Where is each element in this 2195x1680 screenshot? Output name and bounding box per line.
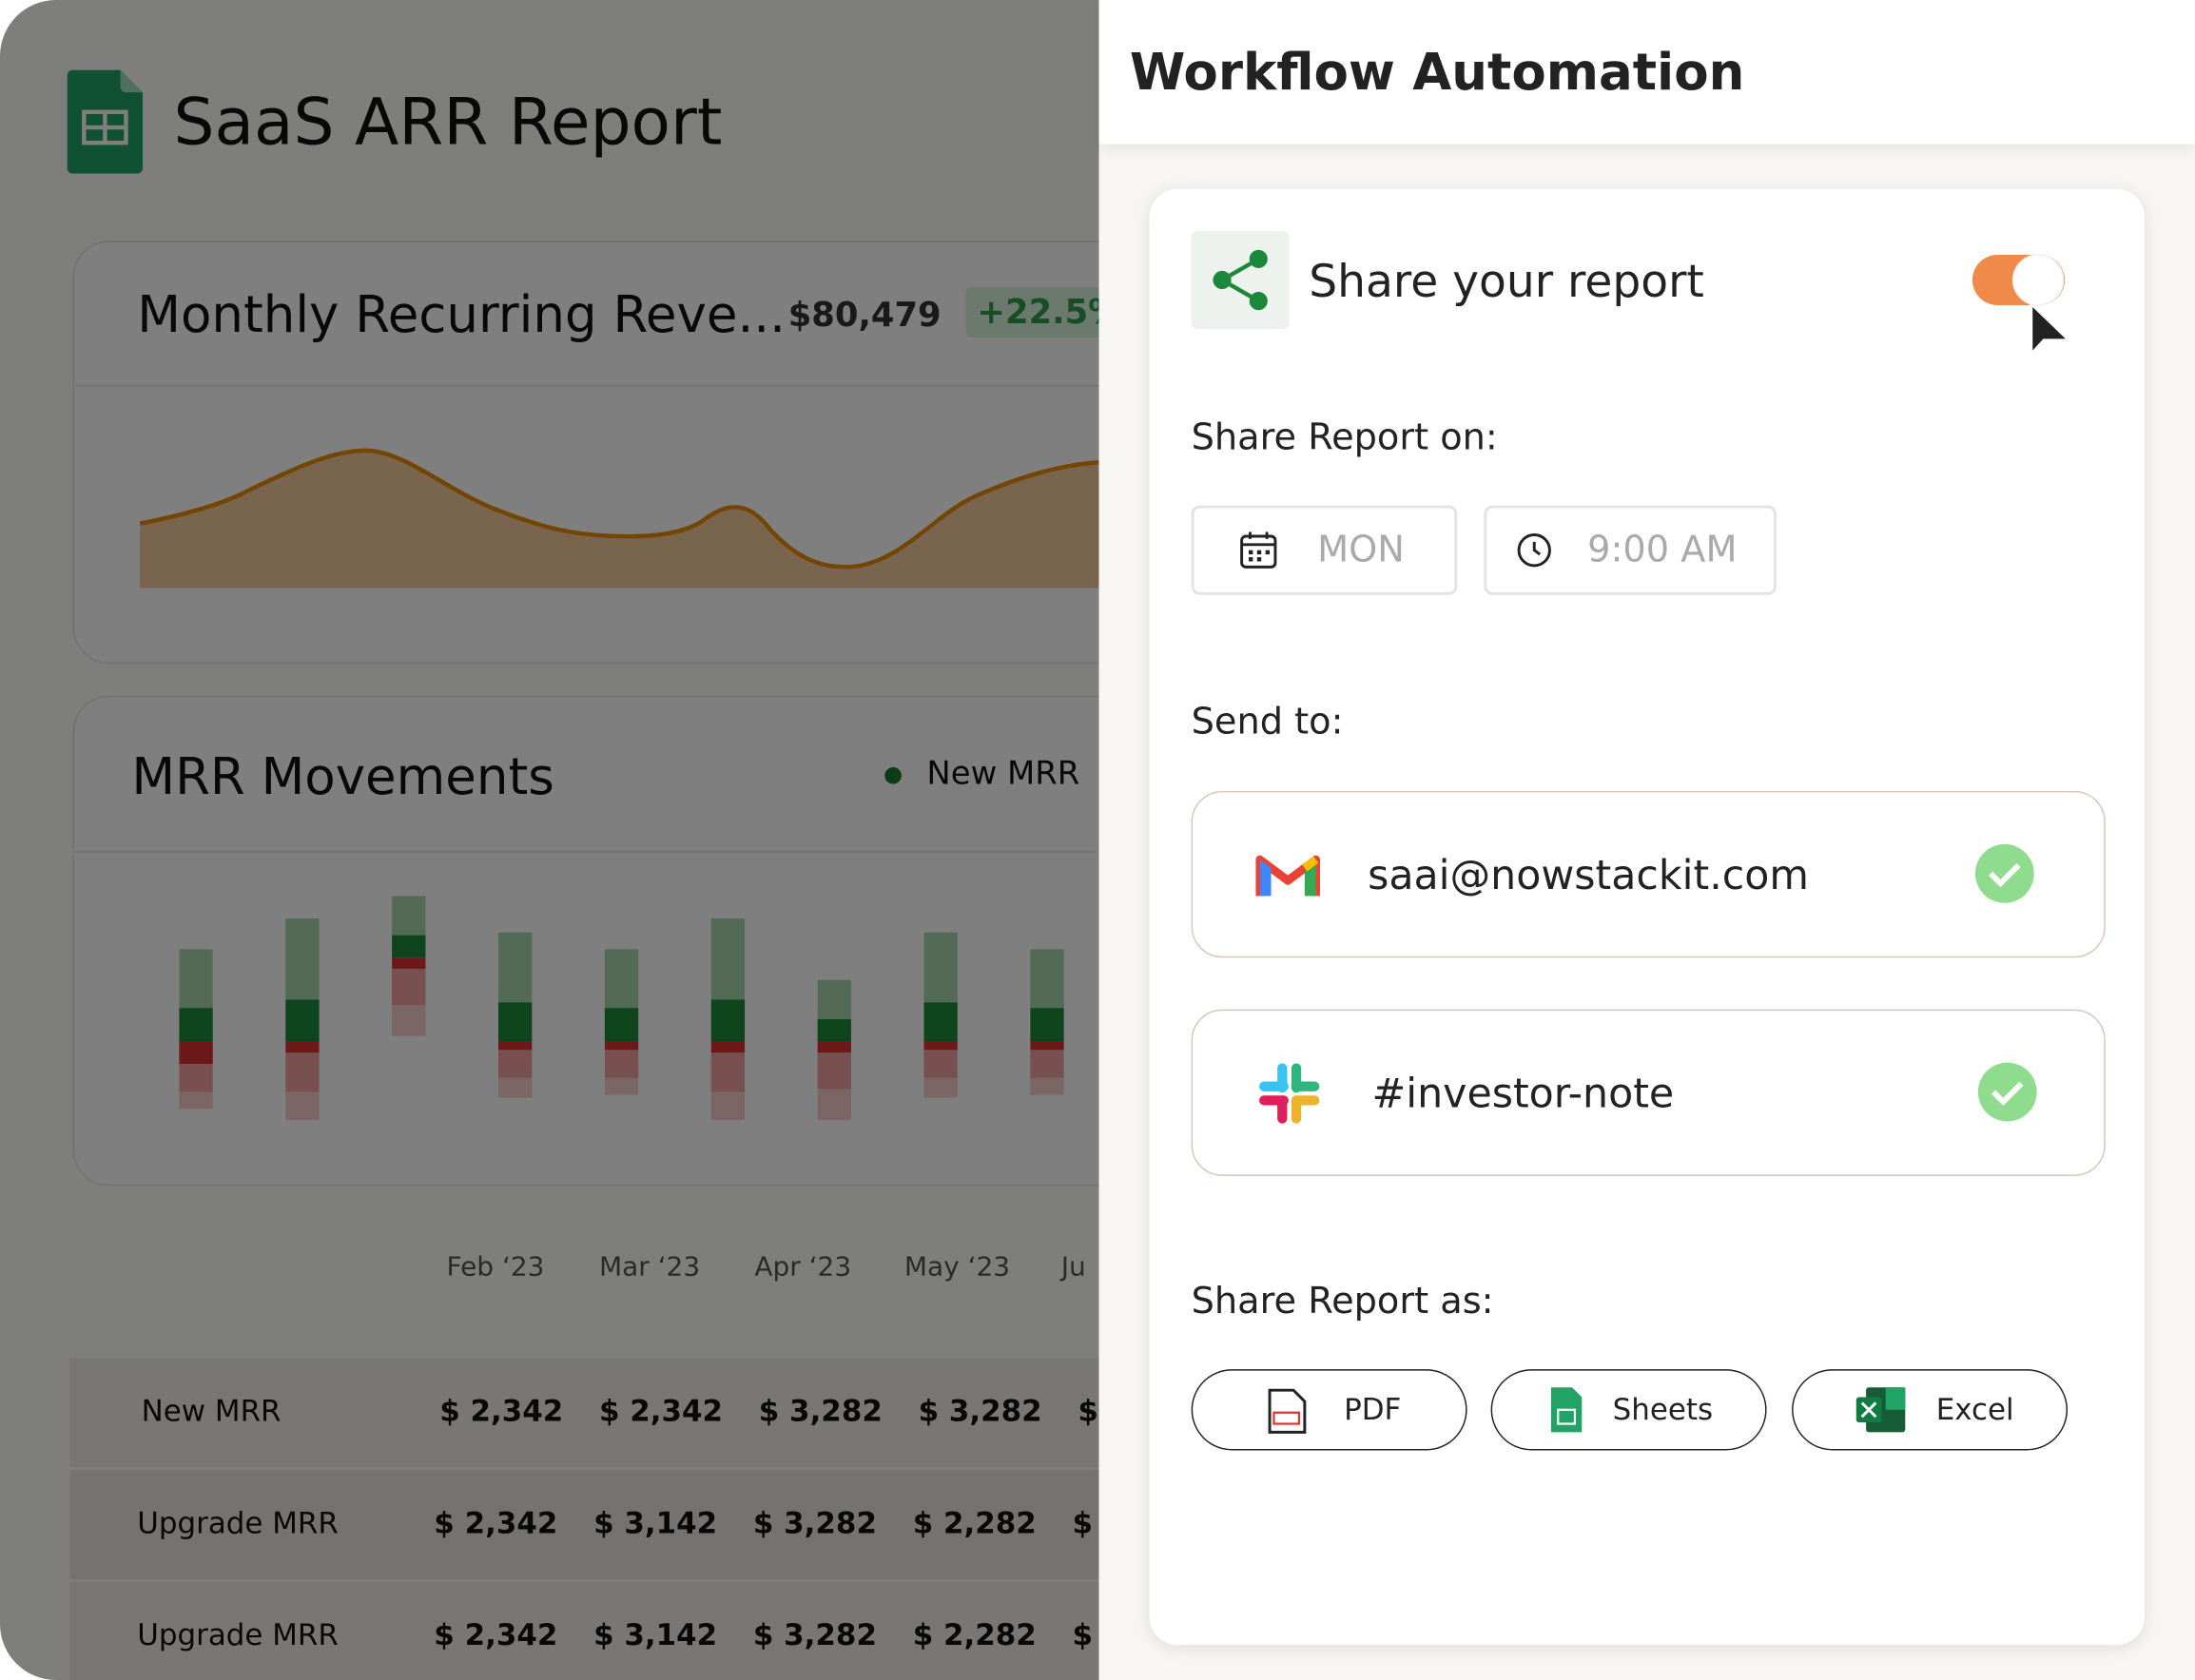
slack-icon — [1259, 1063, 1320, 1124]
time-value: 9:00 AM — [1587, 529, 1738, 571]
format-button[interactable]: Excel — [1792, 1369, 2069, 1451]
clock-icon — [1517, 533, 1551, 568]
sheets-icon — [1550, 1387, 1583, 1433]
calendar-icon — [1240, 531, 1277, 569]
share-icon — [1213, 249, 1268, 311]
schedule-label: Share Report on: — [1191, 416, 1498, 459]
format-text: Sheets — [1612, 1393, 1714, 1427]
excel-icon — [1855, 1387, 1906, 1433]
panel-header: Workflow Automation — [1098, 0, 2195, 145]
workflow-panel: Workflow Automation Share your report Sh… — [1098, 0, 2195, 1680]
settings-card: Share your report Share Report on: MON 9… — [1149, 188, 2146, 1646]
gmail-icon — [1255, 855, 1321, 897]
day-picker[interactable]: MON — [1191, 505, 1458, 595]
day-value: MON — [1317, 529, 1405, 571]
check-icon — [1974, 843, 2034, 903]
toggle[interactable] — [1969, 248, 2081, 360]
recipient[interactable]: #investor-note — [1191, 1009, 2106, 1176]
pdf-icon — [1268, 1388, 1307, 1434]
format-label: Share Report as: — [1191, 1281, 1494, 1323]
recipient[interactable]: saai@nowstackit.com — [1191, 790, 2106, 958]
time-picker[interactable]: 9:00 AM — [1484, 505, 1777, 595]
panel-title: Workflow Automation — [1129, 45, 1745, 103]
format-text: PDF — [1344, 1393, 1402, 1427]
send-label: Send to: — [1191, 701, 1344, 743]
recipient-text: #investor-note — [1371, 1069, 1675, 1118]
share-icon-box — [1191, 230, 1290, 330]
section-title: Share your report — [1309, 254, 1704, 308]
check-icon — [1977, 1062, 2037, 1122]
format-text: Excel — [1935, 1393, 2014, 1427]
format-button[interactable]: Sheets — [1490, 1369, 1767, 1451]
recipient-text: saai@nowstackit.com — [1368, 851, 1809, 899]
format-button[interactable]: PDF — [1191, 1369, 1467, 1451]
